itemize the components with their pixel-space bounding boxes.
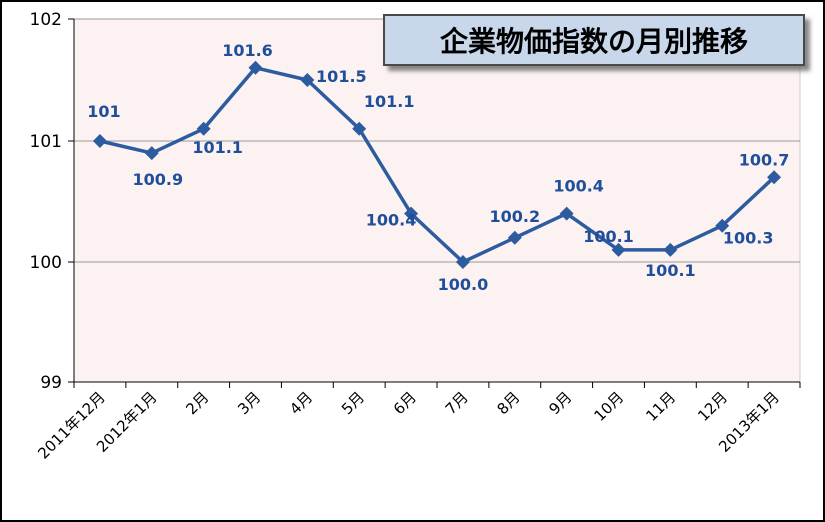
data-point <box>611 242 626 257</box>
data-point <box>92 134 107 148</box>
data-label: 100.7 <box>739 150 790 169</box>
data-point <box>248 60 263 75</box>
x-tick-label: 2月 <box>182 388 212 418</box>
x-tick-label: 10月 <box>590 388 627 425</box>
data-label: 100.1 <box>645 261 696 280</box>
x-tick-label: 7月 <box>442 388 472 418</box>
y-tick-label: 101 <box>30 132 62 152</box>
data-label: 100.0 <box>438 275 489 294</box>
data-point <box>663 242 678 257</box>
x-tick-label: 4月 <box>286 388 316 418</box>
data-label: 100.9 <box>132 170 183 189</box>
data-point <box>507 230 522 245</box>
data-point <box>144 146 159 161</box>
data-label: 101.5 <box>316 67 367 86</box>
x-tick-label: 6月 <box>390 388 420 418</box>
data-label: 100.4 <box>553 177 604 196</box>
data-point <box>455 255 470 269</box>
series-line <box>99 66 776 264</box>
data-label: 100.4 <box>366 211 417 230</box>
data-point <box>715 218 730 233</box>
data-label: 101 <box>87 102 120 121</box>
y-tick-label: 99 <box>40 373 62 393</box>
data-label: 100.3 <box>723 229 774 248</box>
chart-title-box: 企業物価指数の月別推移 <box>383 14 805 66</box>
x-tick-label: 12月 <box>694 388 731 425</box>
x-tick-label: 8月 <box>494 388 524 418</box>
y-tick-label: 100 <box>30 253 62 273</box>
data-point <box>559 206 574 221</box>
data-label: 100.2 <box>489 207 540 226</box>
x-tick-label: 3月 <box>234 388 264 418</box>
data-label: 100.1 <box>583 227 634 246</box>
chart-title: 企業物価指数の月別推移 <box>440 25 748 58</box>
y-tick-label: 102 <box>30 10 62 30</box>
data-point <box>300 73 315 87</box>
data-point <box>196 121 211 136</box>
plot-area <box>73 18 801 383</box>
data-label: 101.1 <box>364 92 415 111</box>
x-tick-label: 2011年12月 <box>34 388 108 462</box>
data-point <box>767 170 782 185</box>
data-point <box>404 206 419 221</box>
data-point <box>352 121 367 136</box>
data-label: 101.1 <box>192 138 243 157</box>
x-tick-label: 11月 <box>642 388 679 425</box>
x-tick-label: 9月 <box>545 388 575 418</box>
data-label: 101.6 <box>222 41 273 60</box>
x-tick-label: 5月 <box>338 388 368 418</box>
